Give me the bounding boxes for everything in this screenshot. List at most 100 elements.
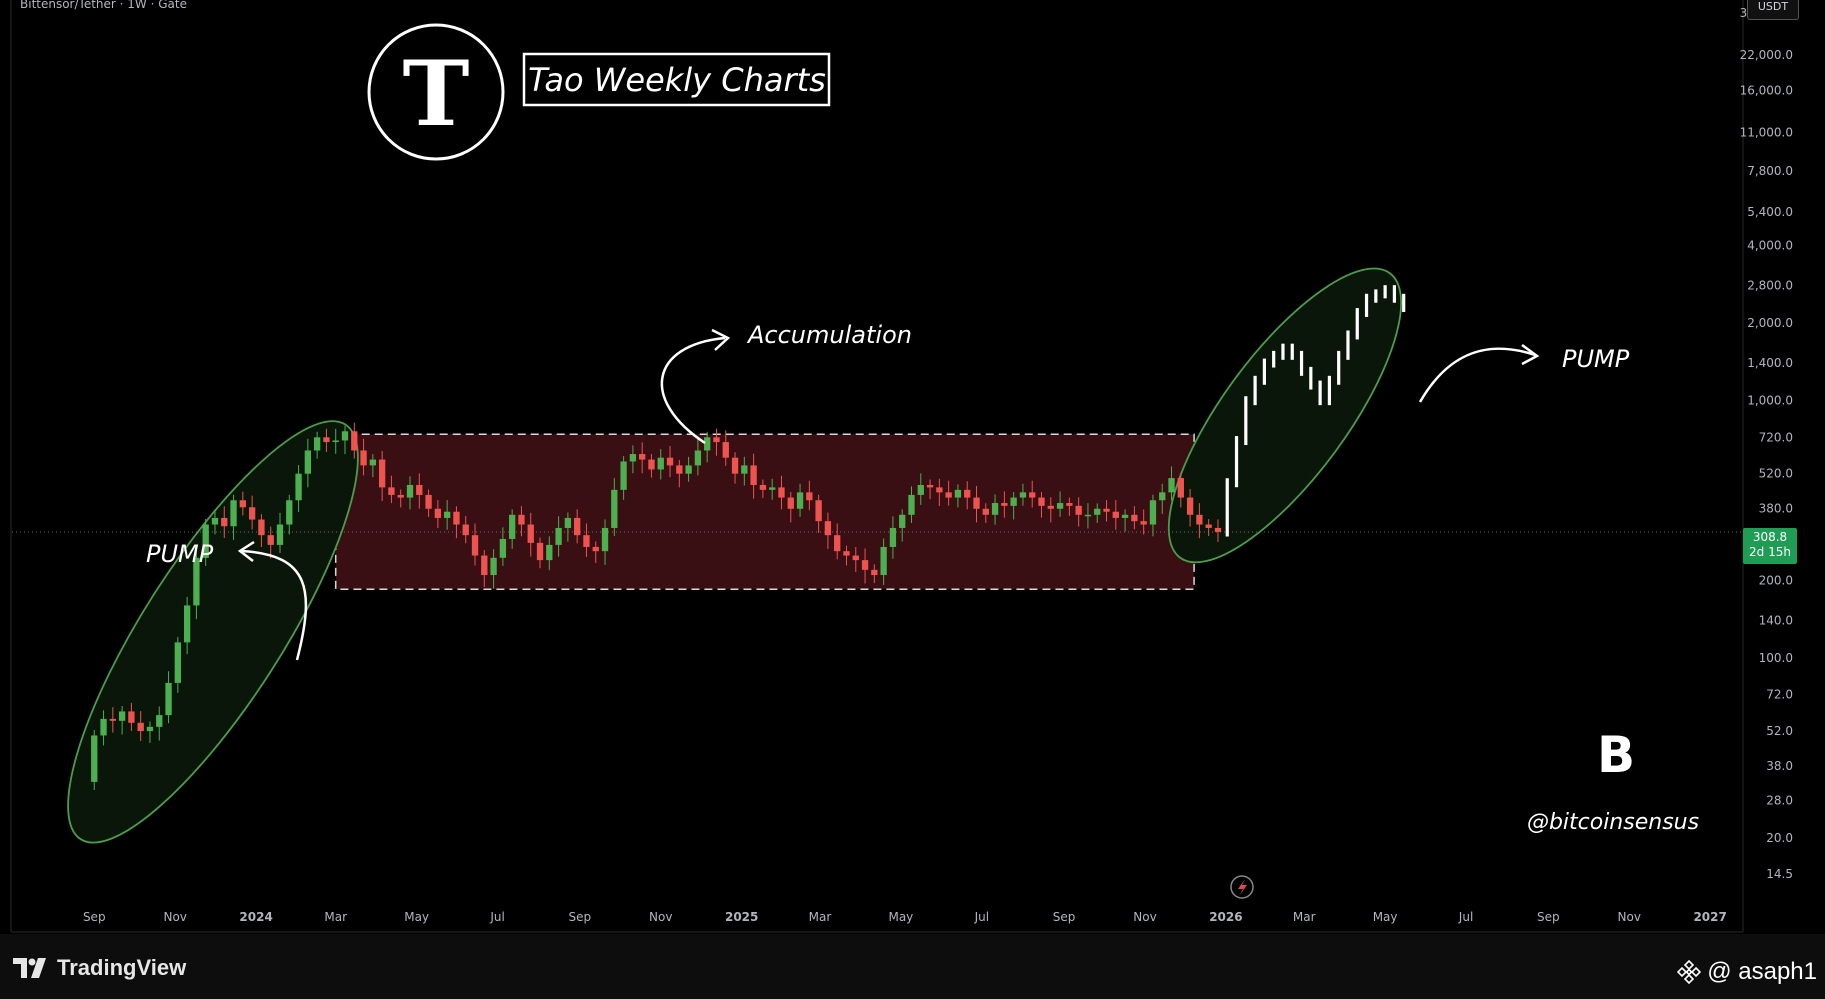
price-tick-label: 22,000.0 xyxy=(1740,48,1793,62)
projection-bar xyxy=(1244,396,1248,446)
price-tick-label: 52.0 xyxy=(1766,724,1793,738)
candle-body xyxy=(388,487,395,495)
candle-body xyxy=(1029,492,1036,498)
pump-label-right: PUMP xyxy=(1562,345,1630,373)
candle-body xyxy=(248,507,256,520)
chart-title: Tao Weekly Charts xyxy=(528,61,826,99)
tao-logo-circle xyxy=(367,23,505,161)
candle-body xyxy=(313,437,321,451)
candle-body xyxy=(1131,514,1138,522)
candle-body xyxy=(118,711,126,721)
candle-body xyxy=(769,487,776,490)
candle-body xyxy=(230,500,237,527)
time-tick-label: Mar xyxy=(809,910,832,924)
accumulation-zone xyxy=(334,433,1195,590)
candle-body xyxy=(796,492,804,509)
candle-body xyxy=(109,718,116,721)
candle-body xyxy=(676,465,683,474)
price-tick-label: 14.5 xyxy=(1766,867,1793,881)
candle-body xyxy=(639,454,646,460)
candle-body xyxy=(183,605,191,643)
candle-body xyxy=(1186,497,1194,515)
time-tick-label: May xyxy=(1373,910,1398,924)
time-tick-label: 2026 xyxy=(1209,910,1242,924)
candle-body xyxy=(648,459,655,470)
candle-body xyxy=(518,514,525,525)
currency-button[interactable]: USDT xyxy=(1747,0,1799,20)
projection-bar xyxy=(1234,436,1239,488)
candle-body xyxy=(267,535,274,545)
candle-body xyxy=(490,557,497,576)
candle-body xyxy=(1047,505,1054,509)
time-tick-label: Jul xyxy=(974,910,989,924)
candle-body xyxy=(731,457,739,474)
time-tick-label: Nov xyxy=(1133,910,1156,924)
candle-body xyxy=(657,457,664,470)
time-tick-label: May xyxy=(888,910,913,924)
price-tick-label: 720.0 xyxy=(1759,430,1793,444)
pump-arrow-right xyxy=(1418,347,1536,403)
candle-body xyxy=(555,527,562,545)
candle-body xyxy=(471,535,479,556)
candle-body xyxy=(611,489,618,528)
accumulation-box xyxy=(334,433,1195,590)
price-tick-label: 38.0 xyxy=(1766,759,1793,773)
last-price-value: 308.8 xyxy=(1752,530,1788,544)
price-tick-label: 1,000.0 xyxy=(1747,394,1793,408)
candle-body xyxy=(295,473,302,501)
candle-body xyxy=(741,465,748,474)
candle-body xyxy=(1159,492,1166,501)
candle-body xyxy=(704,437,711,451)
time-tick-label: 2025 xyxy=(725,910,758,924)
time-tick-label: Sep xyxy=(83,910,106,924)
author-handle-text: @ asaph1 xyxy=(1707,958,1817,985)
candle-body xyxy=(1149,500,1157,525)
candle-body xyxy=(973,497,980,509)
candle-body xyxy=(1140,521,1147,525)
pump-arrow-right-head xyxy=(1521,343,1540,366)
price-chart[interactable]: 14.5 20.0 28.0 38.0 52.0 72.0 100.0 140.0 200.0 2… xyxy=(0,0,1825,934)
time-tick-label: 2027 xyxy=(1693,910,1726,924)
price-tick-label: 4,000.0 xyxy=(1747,239,1793,253)
price-tick-label: 520.0 xyxy=(1759,467,1793,481)
projection-bar xyxy=(1402,293,1406,313)
candle-body xyxy=(964,489,971,498)
price-tick-label: 20.0 xyxy=(1766,831,1793,845)
candle-body xyxy=(499,538,507,558)
candle-body xyxy=(592,546,599,552)
time-tick-label: Jul xyxy=(489,910,504,924)
projection-bars xyxy=(1225,285,1406,537)
candle-body xyxy=(239,500,247,508)
candle-body xyxy=(824,521,832,536)
candle-body xyxy=(1066,503,1073,506)
pump-arrow-left xyxy=(241,549,308,661)
candle-body xyxy=(146,726,154,732)
candle-body xyxy=(982,508,989,515)
projection-bar xyxy=(1346,330,1350,360)
author-handle: @ asaph1 xyxy=(1677,958,1817,986)
candlesticks xyxy=(91,422,1222,791)
last-price-badge: 308.8 2d 15h xyxy=(1743,528,1797,564)
projection-bar xyxy=(1392,285,1397,303)
candle-body xyxy=(137,722,144,732)
candle-body xyxy=(564,517,572,528)
projection-bar xyxy=(1318,380,1322,406)
candle-body xyxy=(332,440,339,443)
candle-body xyxy=(1103,508,1110,512)
candle-body xyxy=(1019,492,1027,498)
projection-bar xyxy=(1253,375,1257,406)
candle-body xyxy=(861,560,869,570)
accumulation-label: Accumulation xyxy=(746,321,912,349)
candle-body xyxy=(425,494,432,509)
accumulation-arrow xyxy=(660,336,726,445)
projection-bar xyxy=(1281,343,1285,360)
candle-body xyxy=(750,465,757,485)
tradingview-logo[interactable]: TradingView xyxy=(13,955,186,981)
tao-logo: T xyxy=(367,23,505,161)
watermark-handle: @bitcoinsensus xyxy=(1527,810,1699,835)
lightning-icon[interactable] xyxy=(1230,875,1254,899)
candle-body xyxy=(527,524,534,543)
tradingview-brand: TradingView xyxy=(57,955,187,980)
price-tick-label: 100.0 xyxy=(1759,651,1793,665)
candle-body xyxy=(369,459,377,466)
